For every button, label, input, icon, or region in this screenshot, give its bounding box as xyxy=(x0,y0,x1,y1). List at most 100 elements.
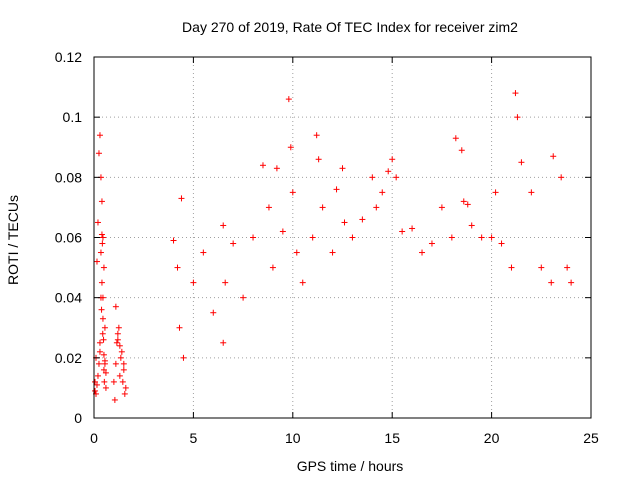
y-tick-label: 0.08 xyxy=(55,169,82,185)
data-point xyxy=(95,360,102,367)
data-point xyxy=(514,114,521,121)
data-point xyxy=(492,189,499,196)
x-tick-label: 10 xyxy=(285,430,301,446)
data-point xyxy=(558,174,565,181)
y-tick-label: 0.1 xyxy=(63,109,83,125)
data-point xyxy=(319,204,326,211)
data-point xyxy=(95,150,102,157)
data-point xyxy=(111,396,118,403)
data-point xyxy=(94,372,101,379)
axis-ticks: 0 5 10 15 20 25 0 0.02 0.04 0.06 0.08 0.1 0.12 xyxy=(55,49,599,446)
data-point xyxy=(119,378,126,385)
data-point xyxy=(399,228,406,235)
data-point xyxy=(118,348,125,355)
x-tick-label: 0 xyxy=(90,430,98,446)
x-tick-label: 15 xyxy=(384,430,400,446)
data-point xyxy=(393,174,400,181)
data-point xyxy=(101,357,108,364)
data-point xyxy=(265,204,272,211)
data-point xyxy=(349,234,356,241)
data-point xyxy=(538,264,545,271)
data-point xyxy=(97,249,104,256)
grid-lines xyxy=(94,57,591,418)
data-point xyxy=(458,147,465,154)
data-point xyxy=(379,189,386,196)
data-point xyxy=(452,135,459,142)
data-point xyxy=(98,279,105,286)
data-point xyxy=(468,222,475,229)
data-point xyxy=(341,219,348,226)
data-point xyxy=(369,174,376,181)
data-point xyxy=(120,366,127,373)
y-tick-label: 0.04 xyxy=(55,290,82,306)
data-point xyxy=(210,309,217,316)
data-point xyxy=(121,390,128,397)
data-point xyxy=(460,198,467,205)
data-point xyxy=(112,303,119,310)
data-point xyxy=(117,354,124,361)
data-point xyxy=(96,348,103,355)
data-point xyxy=(96,339,103,346)
data-point xyxy=(170,237,177,244)
data-point xyxy=(222,279,229,286)
data-point xyxy=(230,240,237,247)
y-tick-label: 0.06 xyxy=(55,230,82,246)
data-point xyxy=(289,189,296,196)
data-point xyxy=(116,372,123,379)
data-point xyxy=(564,264,571,271)
data-point xyxy=(329,249,336,256)
data-point xyxy=(112,360,119,367)
data-point xyxy=(279,228,286,235)
data-point xyxy=(464,201,471,208)
data-point xyxy=(428,240,435,247)
chart-title: Day 270 of 2019, Rate Of TEC Index for r… xyxy=(182,19,518,35)
data-point xyxy=(259,162,266,169)
data-point xyxy=(273,165,280,172)
data-point xyxy=(100,264,107,271)
data-point xyxy=(180,354,187,361)
data-point xyxy=(96,132,103,139)
y-tick-label: 0.12 xyxy=(55,49,82,65)
data-point xyxy=(315,156,322,163)
data-point xyxy=(94,219,101,226)
data-point xyxy=(101,378,108,385)
data-point xyxy=(409,225,416,232)
data-point xyxy=(287,144,294,151)
data-point xyxy=(359,216,366,223)
data-point xyxy=(373,204,380,211)
y-axis-title: ROTI / TECUs xyxy=(5,195,21,285)
data-point xyxy=(176,324,183,331)
data-point xyxy=(508,264,515,271)
data-point xyxy=(99,315,106,322)
data-point xyxy=(220,339,227,346)
data-point xyxy=(122,384,129,391)
data-point xyxy=(385,168,392,175)
data-point xyxy=(498,240,505,247)
data-point xyxy=(389,156,396,163)
data-point xyxy=(91,387,98,394)
data-point xyxy=(190,279,197,286)
data-point xyxy=(114,336,121,343)
data-point xyxy=(110,378,117,385)
data-point xyxy=(115,324,122,331)
data-point xyxy=(293,249,300,256)
data-point xyxy=(448,234,455,241)
data-point xyxy=(548,279,555,286)
data-point xyxy=(240,294,247,301)
data-point xyxy=(550,153,557,160)
data-point xyxy=(98,231,105,238)
data-point xyxy=(488,234,495,241)
data-point xyxy=(113,339,120,346)
data-point xyxy=(114,330,121,337)
data-point xyxy=(528,189,535,196)
data-point xyxy=(339,165,346,172)
data-point xyxy=(299,279,306,286)
data-point xyxy=(99,294,106,301)
data-point xyxy=(120,360,127,367)
data-point xyxy=(333,186,340,193)
data-point xyxy=(102,369,109,376)
data-point xyxy=(438,204,445,211)
data-point xyxy=(285,96,292,103)
x-axis-title: GPS time / hours xyxy=(297,458,404,474)
